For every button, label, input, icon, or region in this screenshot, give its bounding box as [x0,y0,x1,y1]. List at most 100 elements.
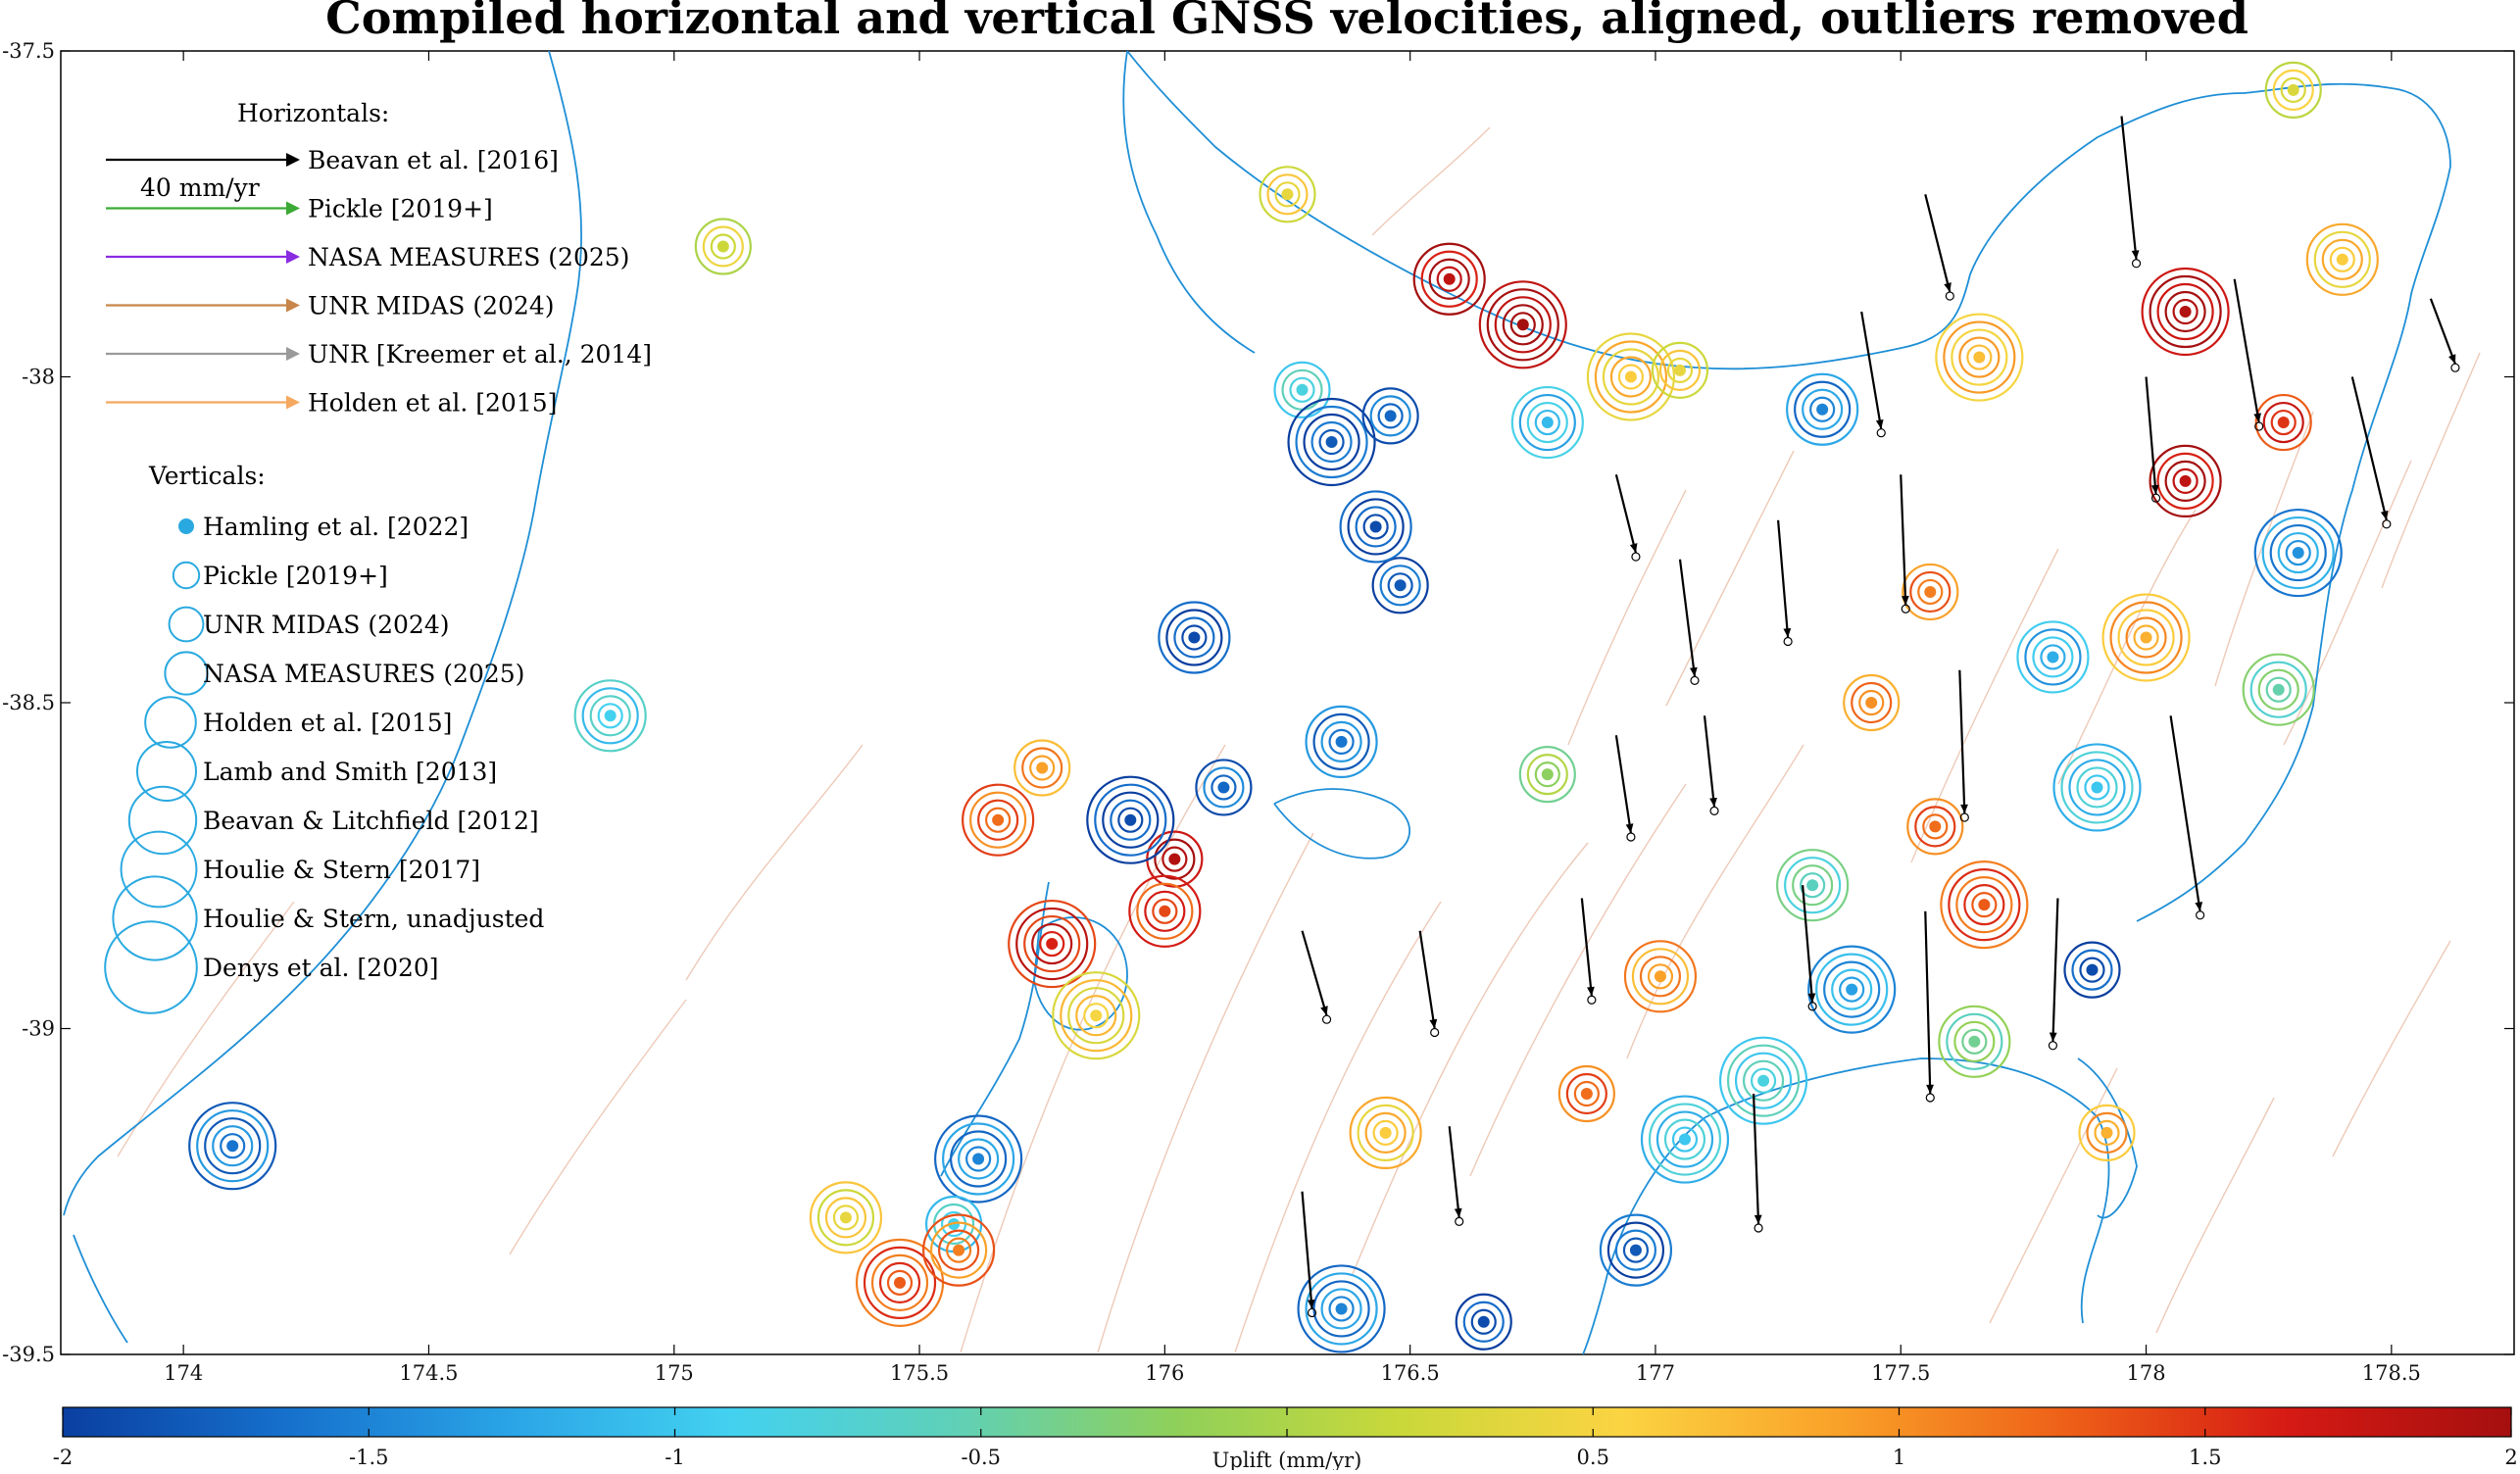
colorbar-ticks: -2 -1.5 -1 -0.5 0.5 1 1.5 2 [53,1407,2518,1469]
vertical-station [1902,563,1959,621]
legend-horizontal-item: Beavan et al. [2016] [106,146,559,174]
horizontal-velocity-arrows [1301,116,2460,1318]
vertical-ring [1851,681,1893,724]
vertical-ring [1305,1272,1378,1346]
vertical-ring [1060,979,1133,1053]
vertical-station [2016,620,2090,694]
vertical-station [1339,490,1412,564]
vertical-station [1052,971,1141,1060]
vertical-ring [589,695,631,737]
vertical-ring [2063,941,2121,999]
vertical-ring [870,1253,929,1311]
vertical-ring [1938,1005,2011,1078]
vertical-ring [2117,609,2175,666]
error-ellipse [1455,1216,1464,1226]
vertical-ring [2149,274,2222,349]
vertical-dot [1296,383,1309,396]
arrow-shaft [2429,298,2456,365]
vertical-ring [1154,838,1196,880]
arrow-shaft [1703,715,1716,808]
legend-horizontal-item: UNR MIDAS (2024) [106,292,555,320]
vertical-ring [573,679,647,753]
vertical-dot [1978,899,1991,911]
vertical-dot [1188,631,1201,644]
vertical-ring [1387,572,1413,599]
legend-horizontal-label: UNR [Kreemer et al., 2014] [308,340,652,368]
vertical-ring [1518,746,1576,804]
fault-line [2283,460,2412,746]
horizontal-arrow [1614,473,1641,562]
vertical-ring [2242,653,2315,726]
vertical-dot [1477,1315,1490,1328]
vertical-ring [1526,754,1568,796]
horizontal-arrow [1958,669,1969,822]
vertical-station [188,1102,277,1191]
vertical-ring [816,1189,875,1247]
vertical-ring [1310,420,1353,464]
legend-vertical-item: Houlie & Stern, unadjusted [112,875,544,961]
vertical-ring [1455,1293,1512,1351]
arrow-shaft [1924,910,1932,1095]
vertical-ring [1211,774,1237,801]
fault-line [960,744,1226,1353]
vertical-station [962,783,1035,857]
vertical-ring [2262,401,2304,444]
vertical-ring [1364,1111,1407,1155]
vertical-ring [2109,601,2183,674]
vertical-ring [2125,616,2167,659]
arrow-shaft [2233,278,2260,423]
horizontal-arrow [2120,116,2142,269]
horizontal-arrow [1802,885,1817,1011]
vertical-dot [2179,474,2192,487]
vertical-dot [1865,697,1878,709]
vertical-ring [1287,397,1376,487]
vertical-ring [809,1181,883,1254]
arrow-head [2195,902,2203,911]
colorbar-tick-label: 1.5 [2189,1446,2221,1469]
vertical-dot [972,1153,985,1165]
vertical-ring [1086,775,1175,864]
horizontal-arrow [1301,930,1332,1024]
vertical-dot [1036,762,1049,774]
vertical-ring [1067,987,1125,1045]
vertical-dot [1325,436,1338,448]
vertical-station [1478,280,1567,369]
horizontal-arrow [1900,474,1910,614]
vertical-ring [1502,304,1544,346]
vertical-ring [2257,668,2299,711]
vertical-ring [1015,907,1089,981]
horizontal-arrow [2233,278,2264,431]
vertical-ring [2133,624,2159,651]
vertical-ring [1273,361,1331,418]
arrow-shaft [1752,1093,1760,1225]
arrow-head [1307,1299,1315,1309]
arrow-head [1429,1018,1438,1029]
legend-vertical-label: Houlie & Stern [2017] [203,856,480,884]
legend-vertical-label: UNR MIDAS (2024) [203,611,450,639]
vertical-station [1371,557,1429,614]
vertical-station [1935,313,2024,402]
vertical-ring [2156,452,2214,510]
vertical-ring [710,233,736,260]
vertical-ring [1031,922,1073,965]
error-ellipse [1587,995,1597,1005]
legend-horizontal-label: UNR MIDAS (2024) [308,292,555,320]
horizontal-arrow [1678,559,1700,686]
legend-verticals: Hamling et al. [2022] Pickle [2019+] UNR M… [104,513,544,1014]
vertical-ring [1606,1221,1665,1279]
vertical-ring [1966,344,1993,370]
fault-line [1371,126,1491,236]
vertical-dot [1516,319,1529,331]
vertical-station [1349,1096,1422,1170]
legend-vertical-label: Houlie & Stern, unadjusted [203,905,544,933]
vertical-ring [2285,539,2311,566]
vertical-ring [1259,166,1316,223]
vertical-ring [1951,328,2008,386]
vertical-ring [1963,884,2005,926]
vertical-ring [921,1213,996,1287]
y-axis: -37.5 -38 -38.5 -39 -39.5 [2,39,2514,1366]
vertical-ring [1152,898,1178,924]
legend-vertical-label: Hamling et al. [2022] [203,513,469,541]
vertical-ring [1362,514,1389,540]
arrow-head [2253,413,2261,423]
